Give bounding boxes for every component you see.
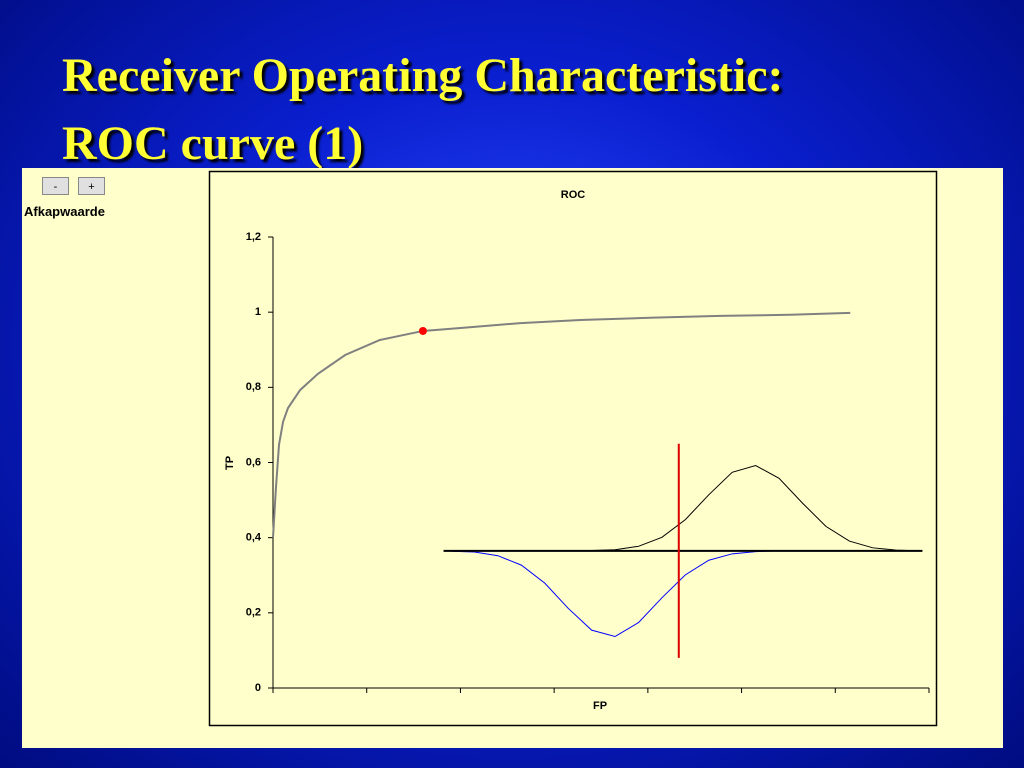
x-axis-label: FP — [593, 700, 607, 712]
slide-title: ROC curve (1) — [62, 117, 364, 170]
y-tick-label: 0,6 — [246, 456, 261, 468]
line — [272, 311, 851, 538]
panel — [22, 168, 1003, 748]
y-tick-label: 1,2 — [246, 231, 261, 243]
y-tick-label: 0,4 — [246, 532, 262, 544]
y-tick-label: 0,8 — [246, 381, 261, 393]
chart-border — [208, 170, 938, 727]
line — [451, 550, 850, 638]
y-axis-label: TP — [224, 456, 236, 470]
control-label: Afkapwaarde — [24, 204, 105, 219]
y-tick-label: 0 — [255, 682, 261, 694]
line — [451, 464, 920, 552]
slide-title: Receiver Operating Characteristic: — [62, 49, 784, 102]
y-tick-label: 0,2 — [246, 607, 261, 619]
chart-title: ROC — [561, 189, 586, 201]
plus-button[interactable]: + — [78, 177, 105, 195]
minus-button[interactable]: - — [42, 177, 69, 195]
y-tick-label: 1 — [255, 306, 261, 318]
point — [418, 326, 427, 335]
